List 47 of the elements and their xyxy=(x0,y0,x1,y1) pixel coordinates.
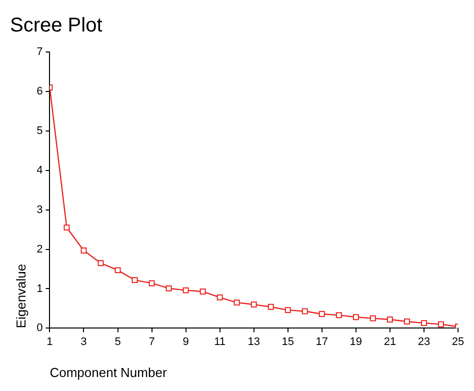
point xyxy=(318,311,325,317)
x-tick-label: 25 xyxy=(452,336,464,348)
point xyxy=(268,304,274,310)
x-tick-label: 15 xyxy=(282,336,294,348)
point xyxy=(352,314,359,320)
point xyxy=(114,267,121,274)
point xyxy=(336,312,342,318)
y-tick-label: 0 xyxy=(36,322,43,334)
point xyxy=(148,280,155,286)
point xyxy=(132,277,138,284)
y-tick-label: 6 xyxy=(36,85,43,98)
point xyxy=(98,260,104,266)
point xyxy=(64,224,70,231)
point xyxy=(234,300,240,306)
x-tick-label: 13 xyxy=(248,336,260,348)
point xyxy=(386,316,393,322)
point xyxy=(284,307,291,314)
point xyxy=(250,302,257,308)
y-tick-label: 4 xyxy=(36,164,43,176)
x-tick-label: 5 xyxy=(114,336,121,348)
x-tick-label: 17 xyxy=(316,336,328,348)
x-tick-label: 21 xyxy=(384,336,396,348)
point xyxy=(438,321,444,328)
x-tick-label: 9 xyxy=(182,336,189,348)
x-tick-label: 19 xyxy=(350,336,362,348)
x-axis-title: Component Number xyxy=(50,364,168,380)
y-tick-label: 5 xyxy=(36,124,43,137)
x-tick-label: 1 xyxy=(46,336,53,348)
point xyxy=(182,287,189,294)
x-tick-label: 3 xyxy=(80,336,87,348)
point xyxy=(370,315,376,322)
x-tick-label: 11 xyxy=(214,336,226,348)
point xyxy=(166,285,172,292)
y-tick-label: 2 xyxy=(36,243,43,256)
y-tick-label: 3 xyxy=(36,204,43,216)
point xyxy=(421,320,427,326)
point xyxy=(302,308,308,314)
y-tick-label: 7 xyxy=(36,46,43,58)
point xyxy=(200,288,206,294)
y-tick-label: 1 xyxy=(36,282,43,295)
point xyxy=(216,294,223,300)
x-tick-label: 23 xyxy=(418,336,430,348)
x-tick-label: 7 xyxy=(148,336,155,348)
y-axis-title: Eigenvalue xyxy=(13,264,28,328)
chart-title: Scree Plot xyxy=(10,14,103,37)
point xyxy=(404,318,410,324)
point xyxy=(80,247,87,254)
